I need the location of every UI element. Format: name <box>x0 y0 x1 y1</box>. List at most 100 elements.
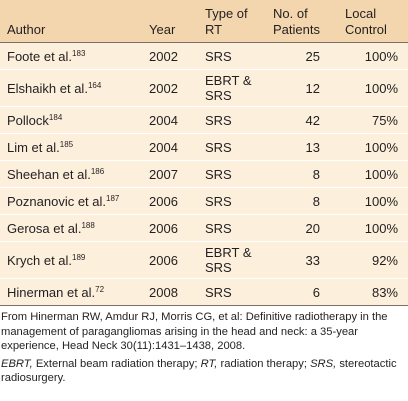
rt-type-line1: EBRT & <box>205 73 252 88</box>
header-row: Author Year Type of RT No. of Patients L… <box>0 0 408 43</box>
cell-rt-type: SRS <box>201 187 266 215</box>
reference-number: 164 <box>87 80 102 90</box>
table-row: Hinerman et al.72 2008 SRS 6 83% <box>0 278 408 306</box>
cell-patients: 33 <box>266 241 338 279</box>
cell-patients: 13 <box>266 133 338 161</box>
source-citation: From Hinerman RW, Amdur RJ, Morris CG, e… <box>1 311 388 352</box>
rt-type-line1: SRS <box>205 284 232 300</box>
reference-number: 72 <box>95 284 105 294</box>
table-row: Foote et al.183 2002 SRS 25 100% <box>0 42 408 70</box>
table-row: Krych et al.189 2006 EBRT & SRS 33 92% <box>0 241 408 279</box>
header-patients-line2: Patients <box>273 22 320 37</box>
cell-patients: 42 <box>266 106 338 134</box>
cell-author: Foote et al.183 <box>0 43 145 70</box>
cell-author: Krych et al.189 <box>0 241 145 279</box>
cell-local-control: 100% <box>338 214 408 242</box>
rt-type-line2: SRS <box>205 260 232 275</box>
table-row: Sheehan et al.186 2007 SRS 8 100% <box>0 160 408 188</box>
cell-year: 2006 <box>145 241 201 279</box>
author-name: Gerosa et al. <box>7 220 82 236</box>
cell-rt-type: SRS <box>201 43 266 70</box>
rt-type-line1: SRS <box>205 112 232 128</box>
table-row: Gerosa et al.188 2006 SRS 20 100% <box>0 214 408 242</box>
reference-number: 187 <box>106 193 120 203</box>
header-type: Type of RT <box>201 0 266 43</box>
author-name: Elshaikh et al. <box>7 80 88 96</box>
cell-year: 2002 <box>145 69 201 107</box>
rt-type-line1: SRS <box>205 220 232 236</box>
header-patients: No. of Patients <box>266 0 338 43</box>
abbreviation-term: RT, <box>200 357 218 370</box>
cell-rt-type: SRS <box>201 160 266 188</box>
cell-local-control: 83% <box>338 278 408 306</box>
header-patients-line1: No. of <box>273 6 308 21</box>
cell-local-control: 100% <box>364 48 398 64</box>
cell-rt-type: EBRT & SRS <box>201 69 266 107</box>
cell-year: 2004 <box>145 106 201 134</box>
author-name: Poznanovic et al. <box>7 193 107 209</box>
table-row: Lim et al.185 2004 SRS 13 100% <box>0 133 408 161</box>
cell-author: Pollock184 <box>0 106 145 134</box>
header-control-line1: Local <box>345 6 377 21</box>
author-name: Krych et al. <box>7 252 73 268</box>
table-header: Author Year Type of RT No. of Patients L… <box>0 0 408 43</box>
table-row: Poznanovic et al.187 2006 SRS 8 100% <box>0 187 408 215</box>
abbreviation-definition: radiation therapy; <box>217 357 311 370</box>
cell-local-control: 92% <box>338 241 408 279</box>
reference-number: 189 <box>72 252 86 262</box>
header-type-line2: RT <box>205 22 223 37</box>
cell-patients: 8 <box>266 187 338 215</box>
reference-number: 184 <box>48 112 63 122</box>
author-name: Pollock <box>7 112 49 128</box>
reference-number: 186 <box>90 166 105 176</box>
reference-number: 185 <box>59 139 74 149</box>
cell-author: Gerosa et al.188 <box>0 214 145 242</box>
cell-author: Sheehan et al.186 <box>0 160 145 188</box>
cell-year: 2006 <box>145 187 201 215</box>
cell-year: 2007 <box>145 160 201 188</box>
abbreviations-note: EBRT, External beam radiation therapy; R… <box>1 357 401 386</box>
header-year: Year <box>145 0 201 43</box>
cell-year: 2008 <box>145 278 201 306</box>
author-name: Sheehan et al. <box>7 166 91 182</box>
cell-rt-type: SRS <box>201 106 266 134</box>
rt-type-line1: SRS <box>205 139 232 155</box>
table-row: Elshaikh et al.164 2002 EBRT & SRS 12 100% <box>0 69 408 107</box>
cell-author: Lim et al.185 <box>0 133 145 161</box>
cell-local-control: 100% <box>338 133 408 161</box>
abbreviation-term: SRS, <box>310 357 337 370</box>
cell-year: 2004 <box>145 133 201 161</box>
results-table-container: Author Year Type of RT No. of Patients L… <box>0 0 408 306</box>
header-control-line2: Control <box>345 22 387 37</box>
cell-rt-type: SRS <box>201 214 266 242</box>
cell-author: Elshaikh et al.164 <box>0 69 145 107</box>
header-control: Local Control <box>338 0 408 43</box>
rt-type-line1: SRS <box>205 166 232 182</box>
cell-local-control: 100% <box>338 187 408 215</box>
cell-patients: 12 <box>266 69 338 107</box>
cell-local-control: 75% <box>338 106 408 134</box>
cell-author: Poznanovic et al.187 <box>0 187 145 215</box>
author-name: Foote et al. <box>7 48 73 64</box>
rt-type-line1: EBRT & <box>205 245 252 260</box>
author-name: Lim et al. <box>7 139 60 155</box>
cell-patients: 20 <box>266 214 338 242</box>
cell-patients: 25 <box>305 48 320 64</box>
table-body: Foote et al.183 2002 SRS 25 100% Elshaikh et … <box>0 42 408 306</box>
author-name: Hinerman et al. <box>7 284 96 300</box>
abbreviation-definition: External beam radiation therapy; <box>32 357 201 370</box>
cell-author: Hinerman et al.72 <box>0 278 145 306</box>
cell-year: 2006 <box>145 214 201 242</box>
cell-rt-type: SRS <box>201 133 266 161</box>
table-footnote: From Hinerman RW, Amdur RJ, Morris CG, e… <box>0 310 401 386</box>
rt-type-line1: SRS <box>205 193 232 209</box>
cell-rt-type: SRS <box>201 278 266 306</box>
cell-local-control: 100% <box>338 160 408 188</box>
abbreviation-term: EBRT, <box>1 357 33 370</box>
cell-rt-type: EBRT & SRS <box>201 241 266 279</box>
rt-type-line2: SRS <box>205 88 232 103</box>
cell-year: 2002 <box>149 48 178 64</box>
reference-number: 183 <box>72 48 86 58</box>
abbreviation-definition: stereotactic radiosurgery. <box>1 357 397 385</box>
header-author: Author <box>0 0 145 43</box>
